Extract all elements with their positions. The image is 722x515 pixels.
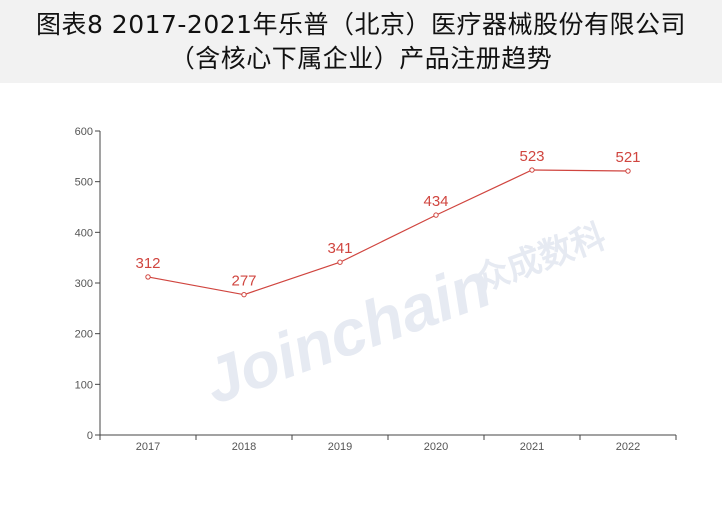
x-tick-label: 2021 <box>520 441 544 453</box>
data-point <box>529 167 535 173</box>
x-tick-label: 2018 <box>232 441 256 453</box>
data-label: 312 <box>135 255 160 272</box>
y-tick-label: 0 <box>87 430 93 442</box>
y-tick-label: 500 <box>75 177 93 189</box>
watermark-cn: 众成数科 <box>470 216 611 300</box>
data-label: 341 <box>327 240 352 257</box>
y-tick-label: 100 <box>75 379 93 391</box>
y-tick-label: 400 <box>75 227 93 239</box>
data-label: 523 <box>519 148 544 165</box>
y-tick-label: 300 <box>75 278 93 290</box>
series-line <box>147 169 629 296</box>
data-point <box>625 168 631 174</box>
x-tick-label: 2022 <box>616 441 640 453</box>
data-point <box>145 274 151 280</box>
data-label: 434 <box>423 193 448 210</box>
title-line-2: （含核心下属企业）产品注册趋势 <box>169 44 553 73</box>
title-line-1: 图表8 2017-2021年乐普（北京）医疗器械股份有限公司 <box>35 10 687 39</box>
data-label: 277 <box>231 273 256 290</box>
y-tick-label: 600 <box>75 126 93 138</box>
data-point <box>241 291 247 298</box>
x-tick-label: 2019 <box>328 441 352 453</box>
x-tick-label: 2020 <box>424 441 448 453</box>
data-label: 521 <box>615 149 640 166</box>
chart-title: 图表8 2017-2021年乐普（北京）医疗器械股份有限公司 （含核心下属企业）… <box>0 0 722 83</box>
x-tick-label: 2017 <box>136 441 160 453</box>
data-point <box>433 212 439 218</box>
watermark: Joinchain 众成数科 <box>195 216 611 417</box>
data-point <box>337 259 343 265</box>
y-tick-label: 200 <box>75 329 93 341</box>
